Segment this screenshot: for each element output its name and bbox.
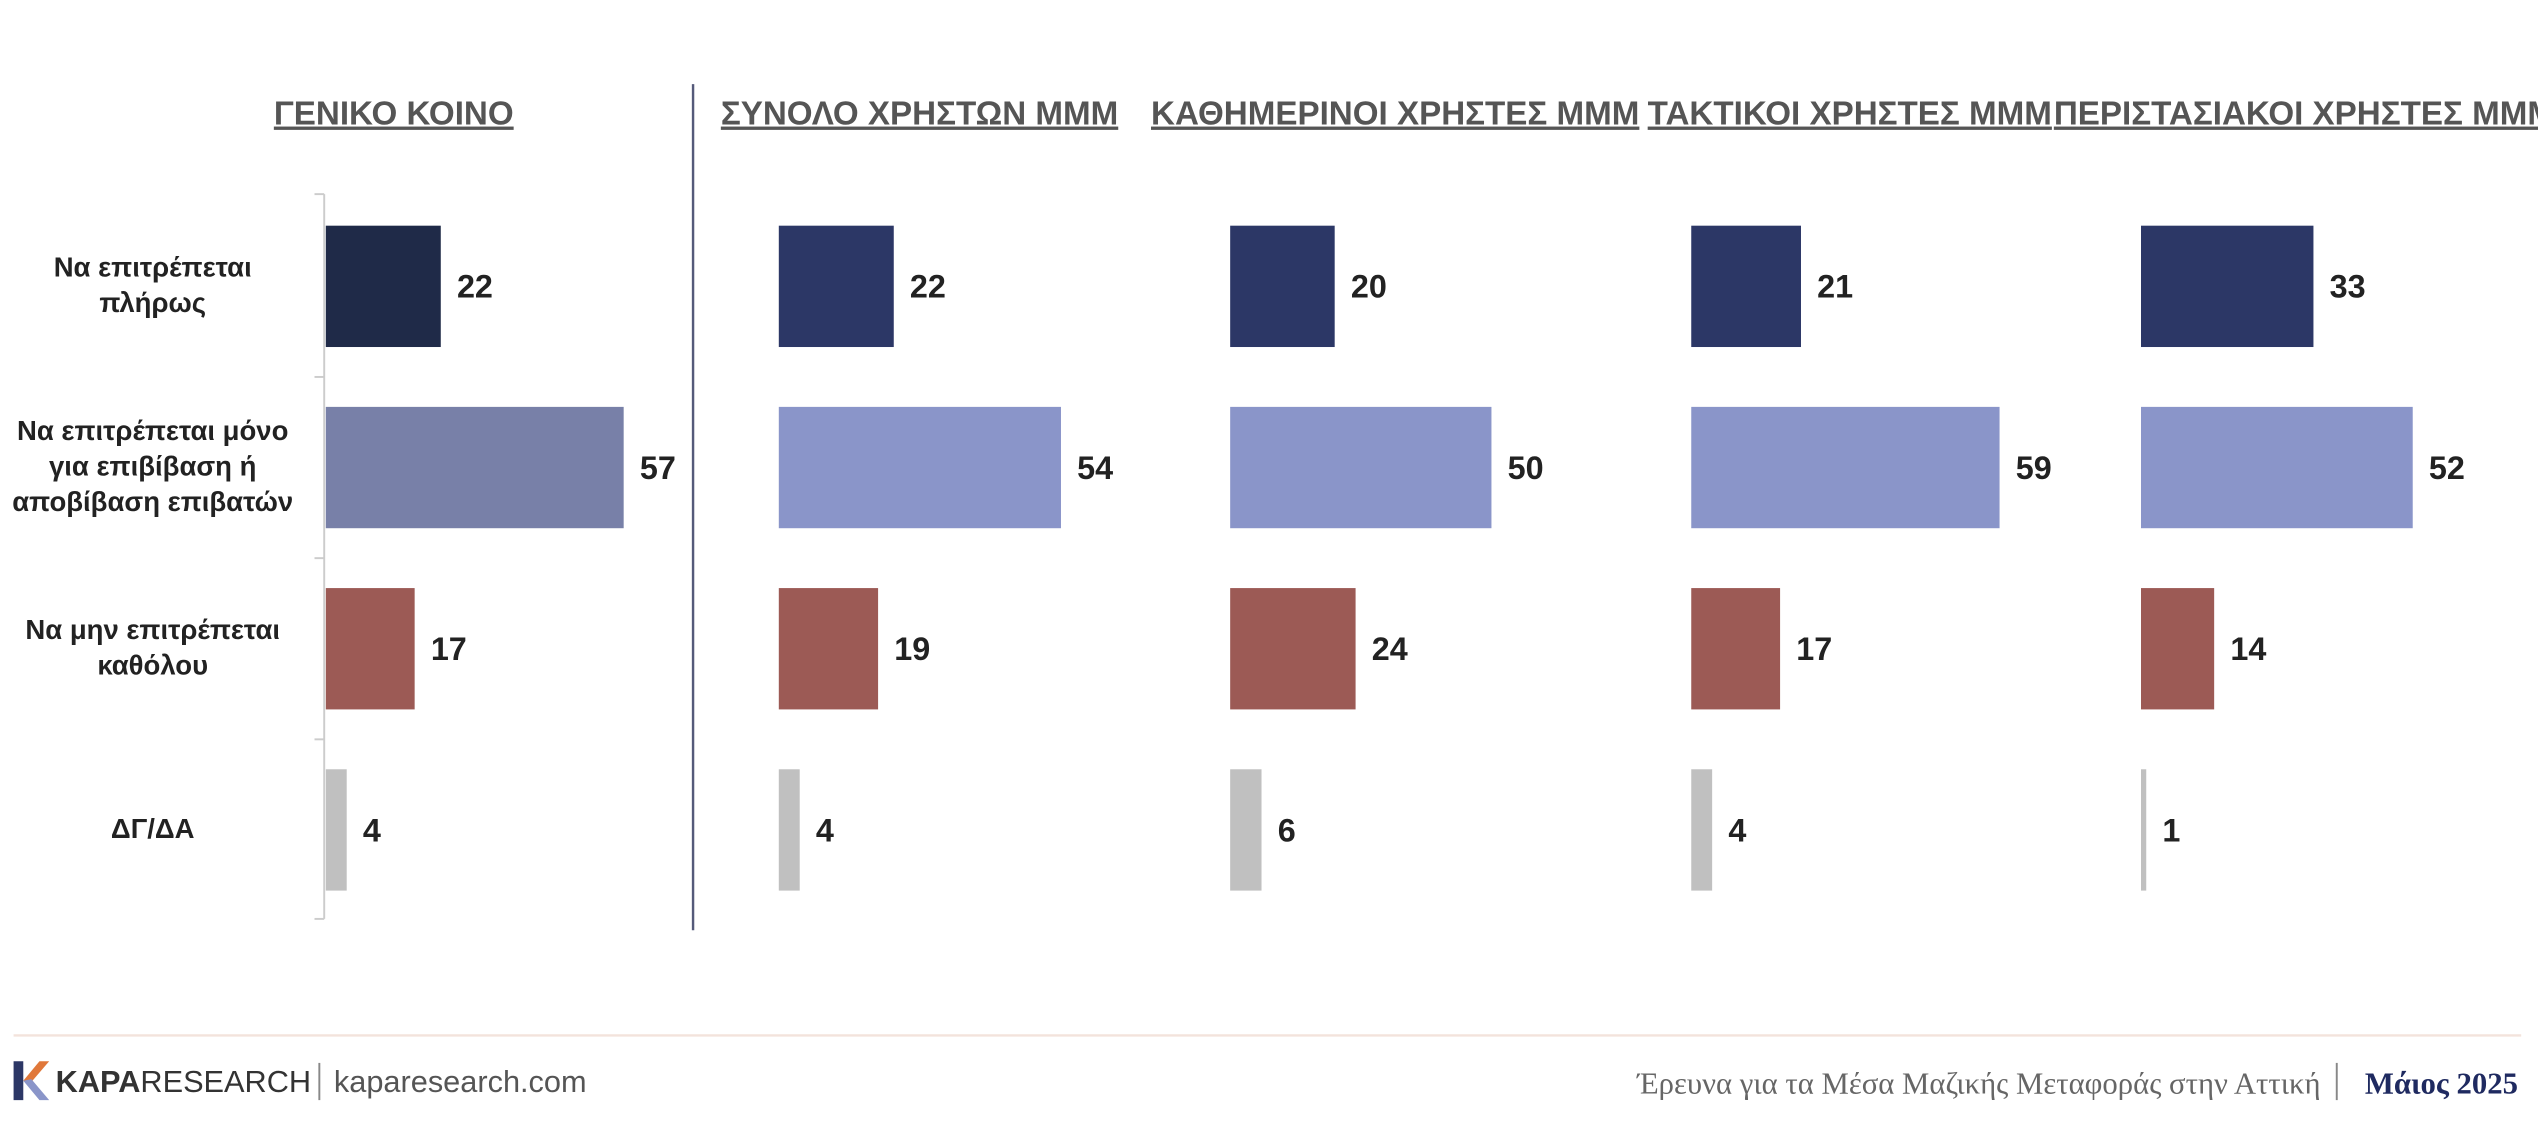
value-label: 17 [1796, 631, 1832, 667]
bar [1230, 406, 1492, 529]
value-label: 57 [640, 450, 676, 486]
category-text: ΔΓ/ΔΑ [110, 813, 195, 845]
bar [325, 769, 347, 891]
category-text: Να επιτρέπεται μόνο για επιβίβαση ή αποβ… [12, 415, 294, 518]
value-label: 21 [1817, 269, 1853, 305]
bar [1230, 225, 1335, 348]
bar [2141, 225, 2314, 348]
panel-title: ΠΕΡΙΣΤΑΣΙΑΚΟΙ ΧΡΗΣΤΕΣ ΜΜΜ [2054, 96, 2538, 133]
logo-icon [13, 1061, 50, 1101]
value-label: 17 [431, 631, 467, 667]
bar [325, 406, 624, 529]
survey-date: Μάιος 2025 [2365, 1067, 2518, 1101]
bar [1691, 769, 1713, 891]
bar [1691, 588, 1781, 710]
value-label: 54 [1077, 450, 1113, 486]
category-text: Να μην επιτρέπεται καθόλου [25, 614, 281, 682]
bar [778, 406, 1061, 529]
bar [778, 588, 879, 710]
value-label: 22 [457, 269, 493, 305]
panel-title: ΓΕΝΙΚΟ ΚΟΙΝΟ [274, 96, 514, 133]
category-label: Να επιτρέπεται πλήρως [53, 252, 252, 319]
value-label: 50 [1508, 450, 1544, 486]
value-label: 6 [1278, 812, 1296, 848]
panel-title: ΣΥΝΟΛΟ ΧΡΗΣΤΩΝ ΜΜΜ [721, 96, 1118, 133]
bar [2141, 769, 2147, 891]
value-label: 4 [1728, 812, 1746, 848]
category-label: Να επιτρέπεται μόνο για επιβίβαση ή αποβ… [12, 415, 294, 518]
value-label: 4 [363, 812, 381, 848]
bar [1230, 588, 1356, 710]
value-label: 24 [1372, 631, 1408, 667]
bar [325, 225, 441, 348]
brand-rest: RESEARCH [140, 1064, 311, 1099]
category-text: Να επιτρέπεται πλήρως [53, 252, 252, 319]
bar [1230, 769, 1262, 891]
panel-title: ΤΑΚΤΙΚΟΙ ΧΡΗΣΤΕΣ ΜΜΜ [1648, 96, 2052, 133]
bar [2141, 406, 2413, 529]
value-label: 52 [2429, 450, 2465, 486]
website: kaparesearch.com [334, 1064, 587, 1099]
brand: KAPARESEARCH [56, 1064, 311, 1099]
value-label: 22 [910, 269, 946, 305]
value-label: 19 [894, 631, 930, 667]
value-label: 33 [2330, 269, 2366, 305]
brand-bold: KAPA [56, 1064, 141, 1099]
category-label: Να μην επιτρέπεται καθόλου [25, 614, 281, 682]
value-label: 20 [1351, 269, 1387, 305]
bar [2141, 588, 2215, 710]
bar [1691, 225, 1801, 348]
value-label: 1 [2162, 812, 2180, 848]
value-label: 4 [816, 812, 834, 848]
category-label: ΔΓ/ΔΑ [110, 813, 195, 845]
bar [778, 225, 894, 348]
bar [325, 588, 415, 710]
value-label: 59 [2016, 450, 2052, 486]
bar [778, 769, 800, 891]
panel-title: ΚΑΘΗΜΕΡΙΝΟΙ ΧΡΗΣΤΕΣ ΜΜΜ [1151, 96, 1639, 133]
bar [1691, 406, 2000, 529]
value-label: 14 [2230, 631, 2266, 667]
survey-title: Έρευνα για τα Μέσα Μαζικής Μεταφοράς στη… [1635, 1067, 2320, 1101]
